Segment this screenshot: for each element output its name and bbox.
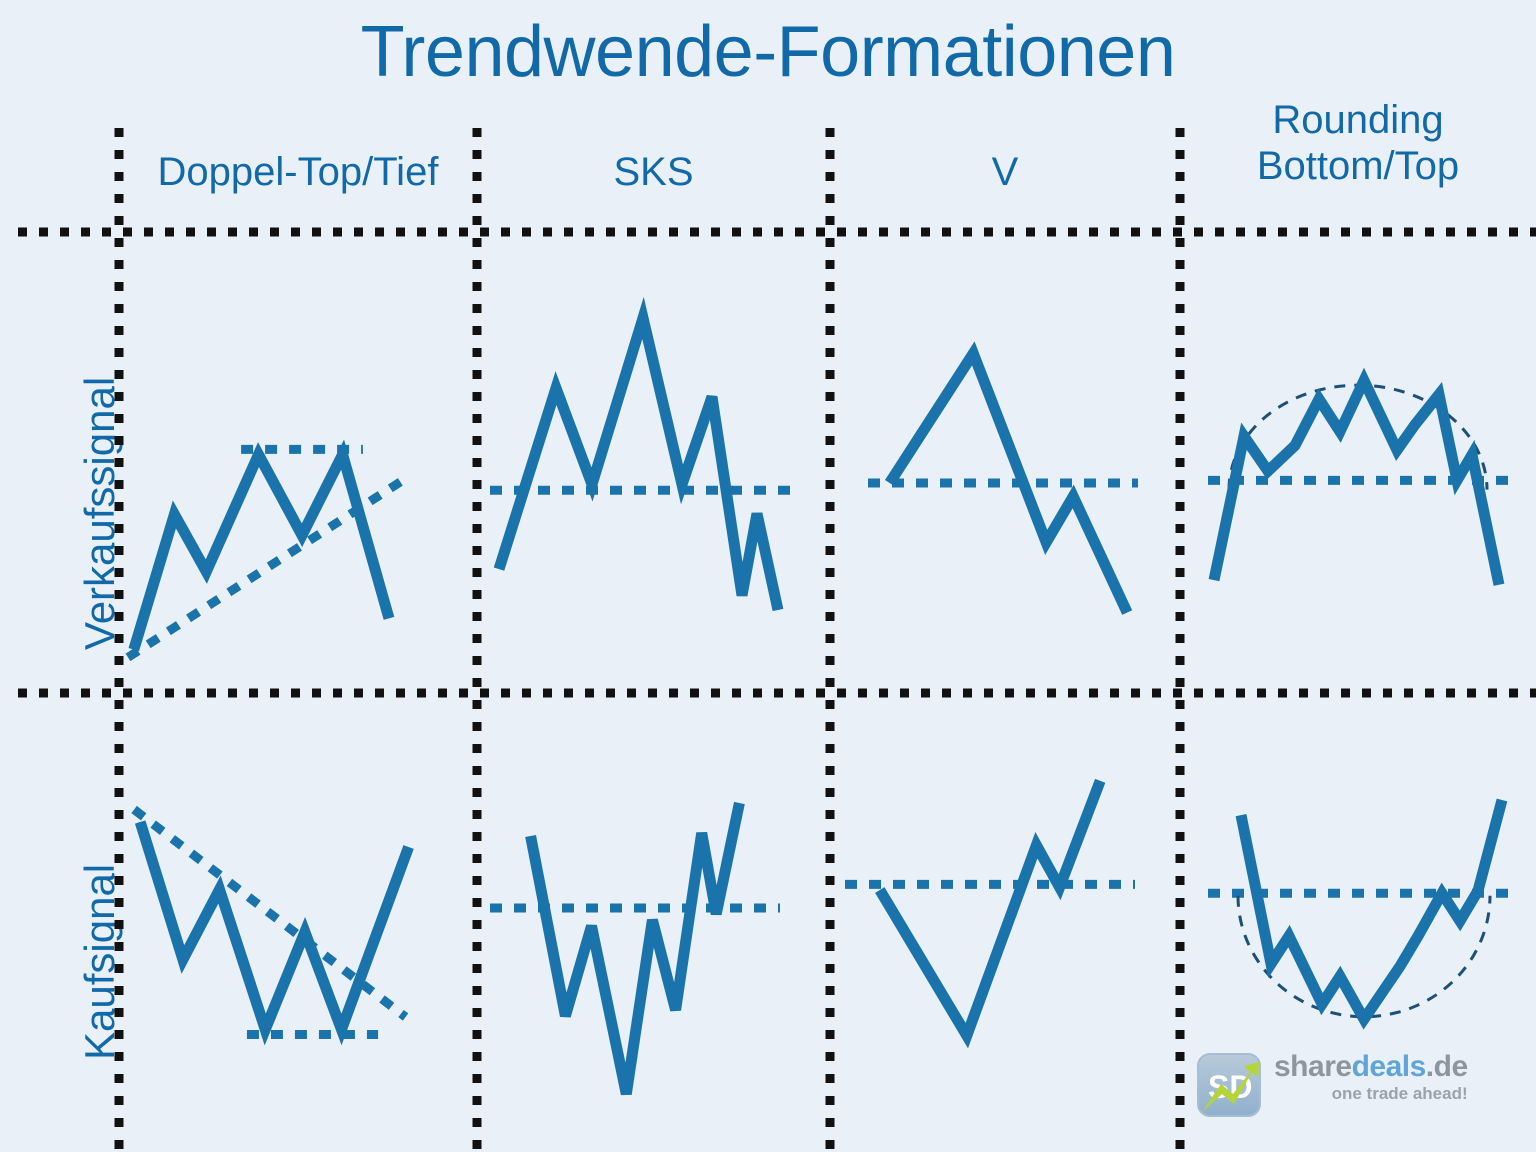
logo-tagline: one trade ahead! (1331, 1084, 1468, 1103)
chart-doppel-tief (131, 805, 414, 1046)
sharedeals-logo[interactable]: SD sharedeals.de one trade ahead! (1196, 1046, 1516, 1126)
price-line-sks-bottom (525, 801, 745, 1096)
page-title: Trendwende-Formationen (360, 12, 1176, 92)
chart-v-top (868, 341, 1138, 615)
uptrend-line (125, 474, 409, 662)
chart-doppel-top (125, 439, 409, 662)
chart-rounding-bottom (1208, 798, 1508, 1030)
chart-v-bottom (845, 778, 1135, 1049)
price-line-doppel-tief (134, 820, 414, 1046)
logo-word-de: .de (1425, 1050, 1468, 1083)
price-line-v-top (884, 341, 1133, 615)
logo-wordmark: sharedeals.de (1274, 1050, 1468, 1084)
logo-arrow-icon (1202, 1062, 1259, 1112)
price-line-v-bottom (875, 778, 1106, 1049)
downtrend-line (131, 805, 409, 1021)
column-header-v: V (991, 150, 1019, 194)
chart-rounding-top (1208, 367, 1508, 586)
column-header-rounding: Rounding Bottom/Top (1256, 98, 1460, 188)
rounding-arc-icon (1236, 895, 1492, 1019)
chart-sks-top (490, 296, 790, 612)
price-line-doppel-top (128, 439, 395, 652)
chart-sks-bottom (490, 801, 780, 1096)
price-line-sks-top (493, 296, 784, 612)
column-header-doppel: Doppel-Top/Tief (157, 150, 439, 194)
column-header-sks: SKS (613, 150, 694, 194)
logo-word-share: share (1274, 1050, 1352, 1083)
logo-word-deals: deals (1351, 1050, 1427, 1083)
price-line-rounding-bottom (1235, 798, 1508, 1030)
price-line-rounding-top (1208, 367, 1505, 586)
